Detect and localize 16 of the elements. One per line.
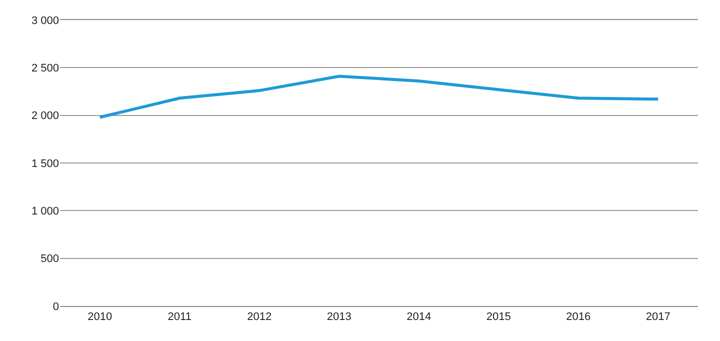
- y-tick-label: 1 000: [31, 206, 59, 218]
- x-tick-label: 2017: [646, 311, 670, 324]
- x-tick-label: 2016: [566, 311, 591, 324]
- y-tick-label: 1 500: [31, 158, 59, 170]
- x-tick-label: 2012: [247, 311, 272, 324]
- x-tick-label: 2010: [88, 311, 112, 324]
- line-series: [98, 74, 660, 119]
- y-tick-label: 3 000: [31, 14, 59, 27]
- y-tick-label: 500: [40, 253, 59, 266]
- x-tick-label: 2011: [168, 311, 192, 324]
- x-tick-label: 2013: [326, 311, 352, 324]
- x-tick-label: 2014: [406, 311, 432, 324]
- y-tick-label: 2 500: [31, 62, 59, 75]
- x-tick-label: 2015: [486, 311, 511, 324]
- y-tick-label: 0: [52, 300, 59, 313]
- y-tick-label: 2 000: [31, 110, 59, 122]
